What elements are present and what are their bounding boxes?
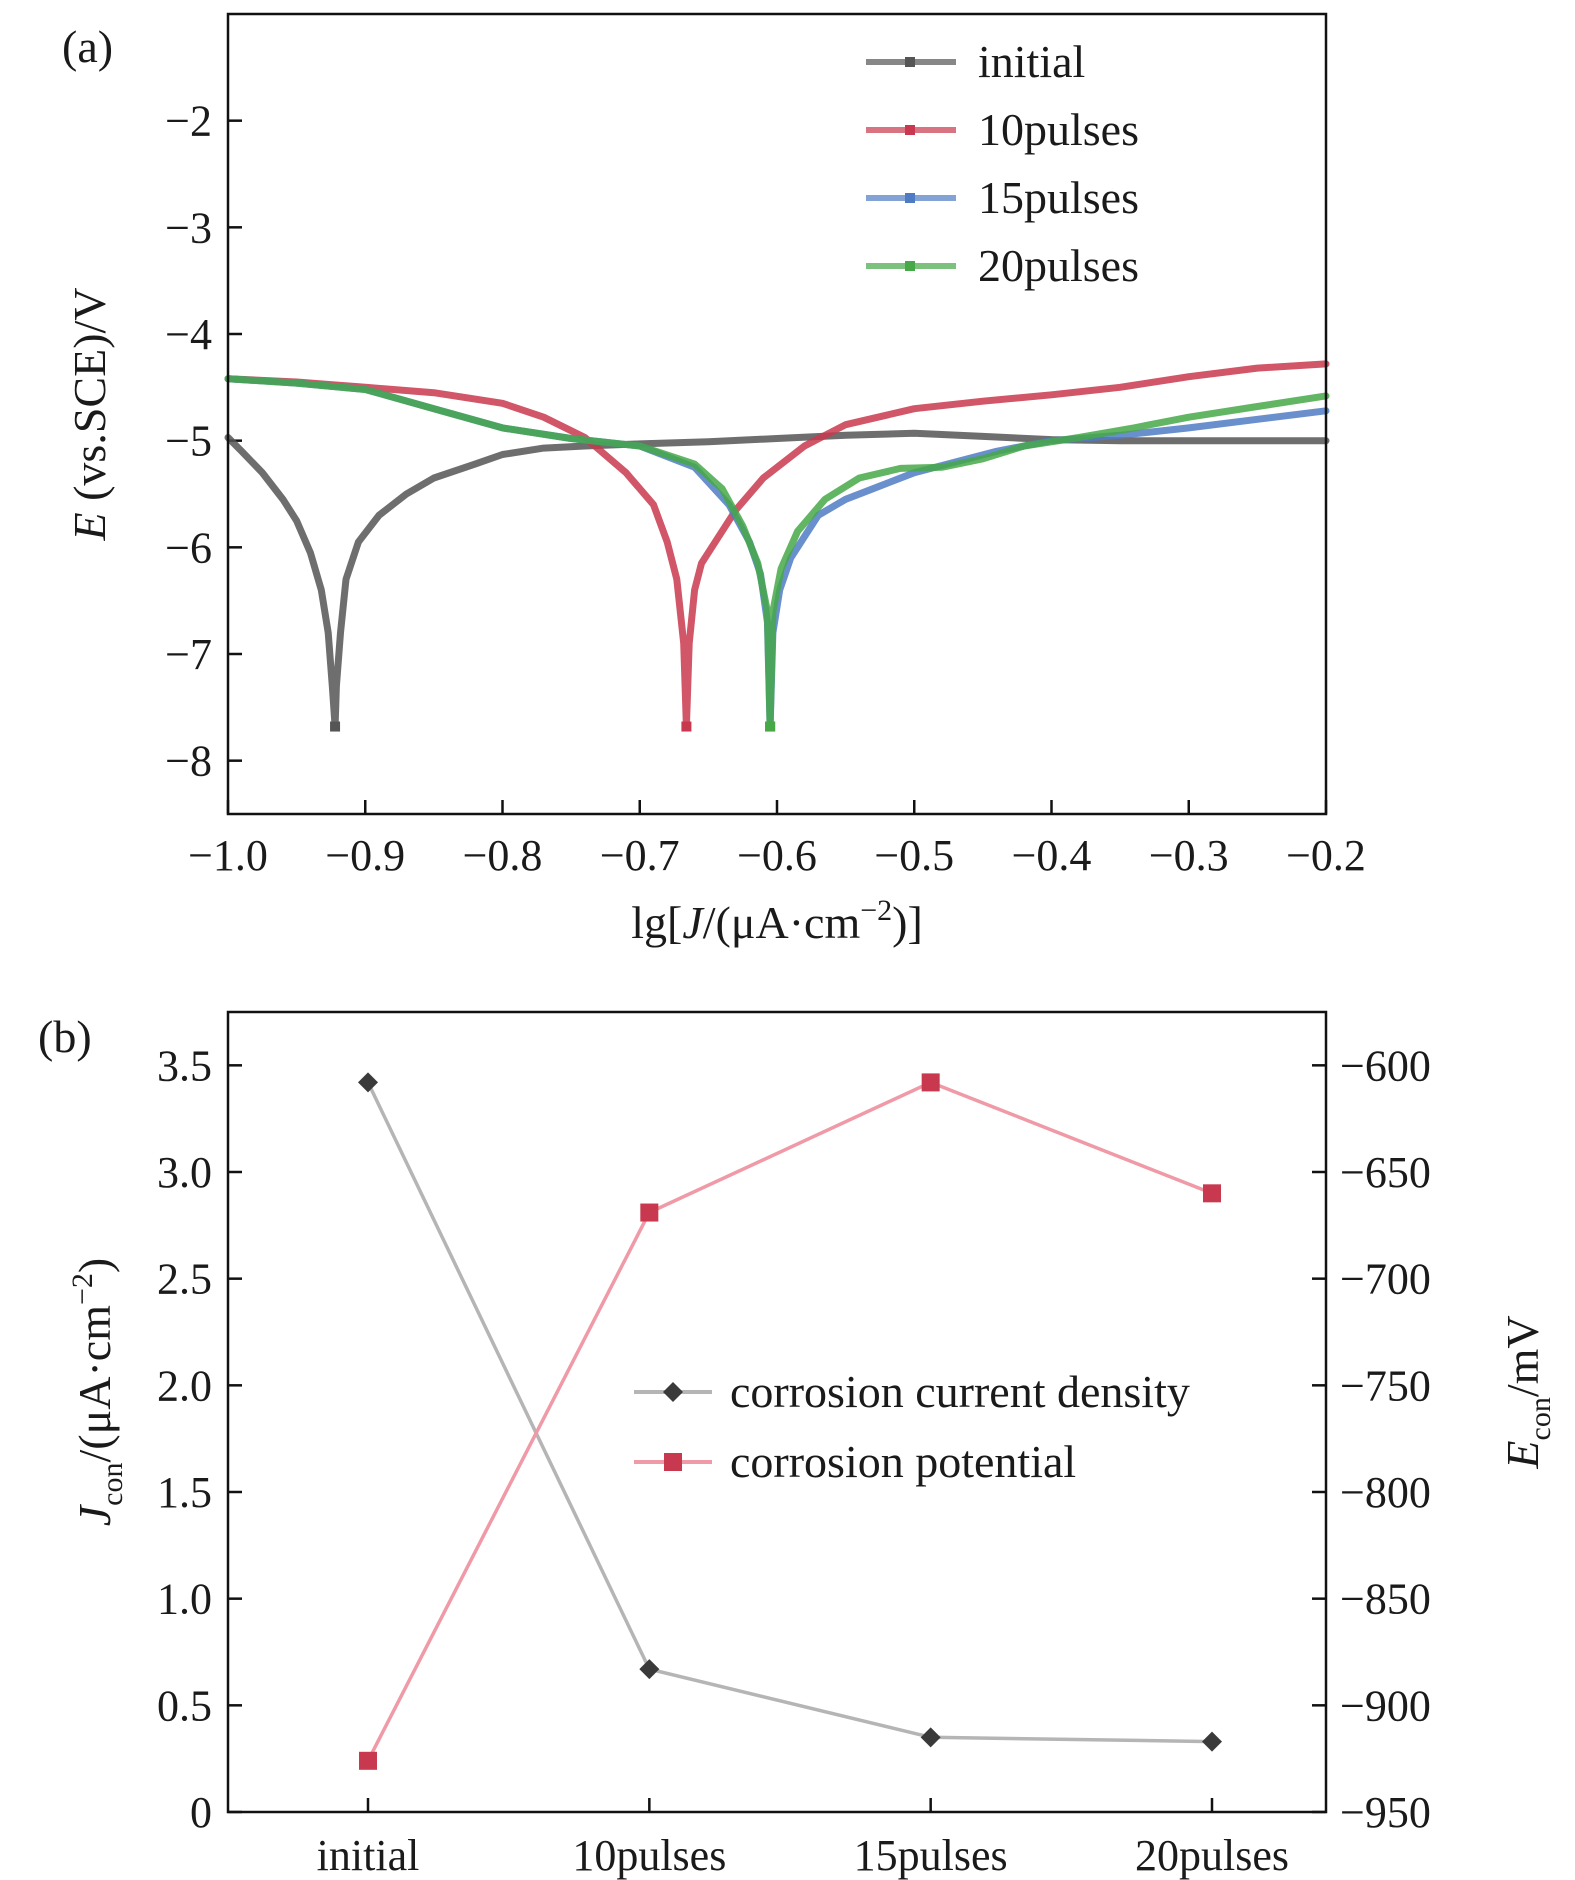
panel-a-x-tick-label: −0.3 xyxy=(1149,831,1229,880)
panel-b-left-tick-label: 1.0 xyxy=(157,1575,212,1624)
panel-b-right-tick-label: −900 xyxy=(1340,1681,1431,1730)
panel-b-left-tick-label: 2.5 xyxy=(157,1255,212,1304)
panel-b-current-density-point xyxy=(920,1727,941,1748)
panel-a-y-tick-label: −3 xyxy=(165,203,212,252)
panel-b-current-density-point xyxy=(358,1072,378,1093)
panel-b-axes: initial 10pulses 15pulses 20pulses 0 0.5 1.0 1.… xyxy=(157,1041,1431,1880)
panel-b-x-tick-label: 20pulses xyxy=(1135,1831,1289,1880)
panel-a-series-min-point-20pulses xyxy=(765,721,776,732)
panel-a-legend-label: 15pulses xyxy=(978,172,1139,223)
panel-a-legend-label: 20pulses xyxy=(978,240,1139,291)
panel-a-legend-marker xyxy=(905,57,915,67)
panel-a-polarization-chart: (a) −1.0 −0.9 −0.8 −0.7 −0.6 −0.5 −0.4 −0.3 −0.2… xyxy=(62,12,1366,948)
panel-a-y-tick-label: −6 xyxy=(165,523,212,572)
panel-b-right-tick-label: −600 xyxy=(1340,1041,1431,1090)
panel-b-right-tick-label: −700 xyxy=(1340,1255,1431,1304)
panel-b-right-tick-label: −750 xyxy=(1340,1361,1431,1410)
panel-b-series-line-current-density xyxy=(366,1081,1213,1744)
panel-b-left-tick-label: 0 xyxy=(190,1788,212,1837)
panel-b-current-density-point xyxy=(639,1659,660,1680)
panel-b-left-tick-label: 3.0 xyxy=(157,1148,212,1197)
panel-a-series-line-initial xyxy=(224,429,1330,730)
panel-a-series-min-point-initial xyxy=(330,721,341,732)
panel-a-y-tick-label: −8 xyxy=(165,737,212,786)
panel-b-right-tick-label: −850 xyxy=(1340,1575,1431,1624)
panel-a-legend-marker xyxy=(905,261,915,271)
panel-b-x-tick-label: 10pulses xyxy=(572,1831,726,1880)
panel-b-right-tick-label: −650 xyxy=(1340,1148,1431,1197)
panel-a-legend-label: 10pulses xyxy=(978,104,1139,155)
panel-a-x-tick-label: −1.0 xyxy=(188,831,268,880)
panel-b-left-tick-label: 3.5 xyxy=(157,1041,212,1090)
panel-a-y-tick-label: −5 xyxy=(165,417,212,466)
panel-b-corrosion-chart: (b) initial 10pulses 15pulses 20pulses 0 0.5 1… xyxy=(38,1010,1557,1880)
panel-a-series-line-10pulses xyxy=(224,360,1330,730)
panel-a-y-axis-label: E (vs.SCE)/V xyxy=(64,287,115,541)
panel-b-x-tick-label: initial xyxy=(317,1831,420,1880)
panel-b-legend-marker xyxy=(664,1453,682,1471)
panel-b-potential-point xyxy=(640,1203,659,1222)
panel-b-x-tick-label: 15pulses xyxy=(854,1831,1008,1880)
panel-a-y-tick-label: −2 xyxy=(165,97,212,146)
panel-a-axes: −1.0 −0.9 −0.8 −0.7 −0.6 −0.5 −0.4 −0.3 −0.2 −2 −3… xyxy=(165,97,1366,880)
panel-b-right-axis-label: Econ/mV xyxy=(1497,1315,1557,1469)
panel-b-right-tick-label: −950 xyxy=(1340,1788,1431,1837)
panel-b-series-line-potential xyxy=(366,1080,1213,1762)
panel-b-legend-marker xyxy=(663,1382,683,1402)
panel-a-legend: initial 10pulses 15pulses 20pulses xyxy=(866,36,1139,291)
panel-b-plot-frame xyxy=(226,1010,1328,1814)
panel-a-series-min-point-10pulses xyxy=(681,721,692,732)
panel-a-x-tick-label: −0.2 xyxy=(1286,831,1366,880)
panel-a-x-axis-label: lg[J/(μA·cm−2)] xyxy=(631,894,923,948)
panel-a-x-tick-label: −0.7 xyxy=(600,831,680,880)
panel-a-series-group xyxy=(224,360,1330,732)
panel-b-legend: corrosion current density corrosion poten… xyxy=(634,1366,1190,1487)
panel-b-left-tick-label: 0.5 xyxy=(157,1681,212,1730)
panel-b-potential-point xyxy=(1203,1184,1221,1203)
panel-b-label: (b) xyxy=(38,1011,92,1062)
panel-a-y-tick-label: −4 xyxy=(165,310,212,359)
panel-a-legend-marker xyxy=(905,125,915,135)
panel-b-potential-point xyxy=(359,1751,377,1770)
panel-a-legend-label: initial xyxy=(978,36,1085,87)
panel-a-x-tick-label: −0.8 xyxy=(463,831,543,880)
panel-a-x-tick-label: −0.9 xyxy=(325,831,405,880)
panel-a-x-tick-label: −0.6 xyxy=(737,831,817,880)
panel-b-potential-point xyxy=(921,1073,940,1092)
panel-a-series-line-15pulses xyxy=(224,375,1330,730)
panel-a-legend-marker xyxy=(905,193,915,203)
panel-a-x-tick-label: −0.4 xyxy=(1012,831,1092,880)
panel-a-x-tick-label: −0.5 xyxy=(874,831,954,880)
panel-b-left-tick-label: 1.5 xyxy=(157,1468,212,1517)
panel-b-current-density-point xyxy=(1202,1731,1222,1752)
panel-a-plot-frame xyxy=(226,12,1328,816)
panel-a-series-line-20pulses xyxy=(224,375,1330,730)
panel-b-left-axis-label: Jcon/(μA·cm−2) xyxy=(66,1258,129,1527)
panel-a-label: (a) xyxy=(62,21,113,72)
panel-b-legend-label: corrosion current density xyxy=(730,1366,1190,1417)
panel-a-y-tick-label: −7 xyxy=(165,630,212,679)
panel-b-legend-label: corrosion potential xyxy=(730,1436,1076,1487)
panel-b-left-tick-label: 2.0 xyxy=(157,1361,212,1410)
panel-b-series-group xyxy=(358,1072,1222,1770)
panel-b-right-tick-label: −800 xyxy=(1340,1468,1431,1517)
